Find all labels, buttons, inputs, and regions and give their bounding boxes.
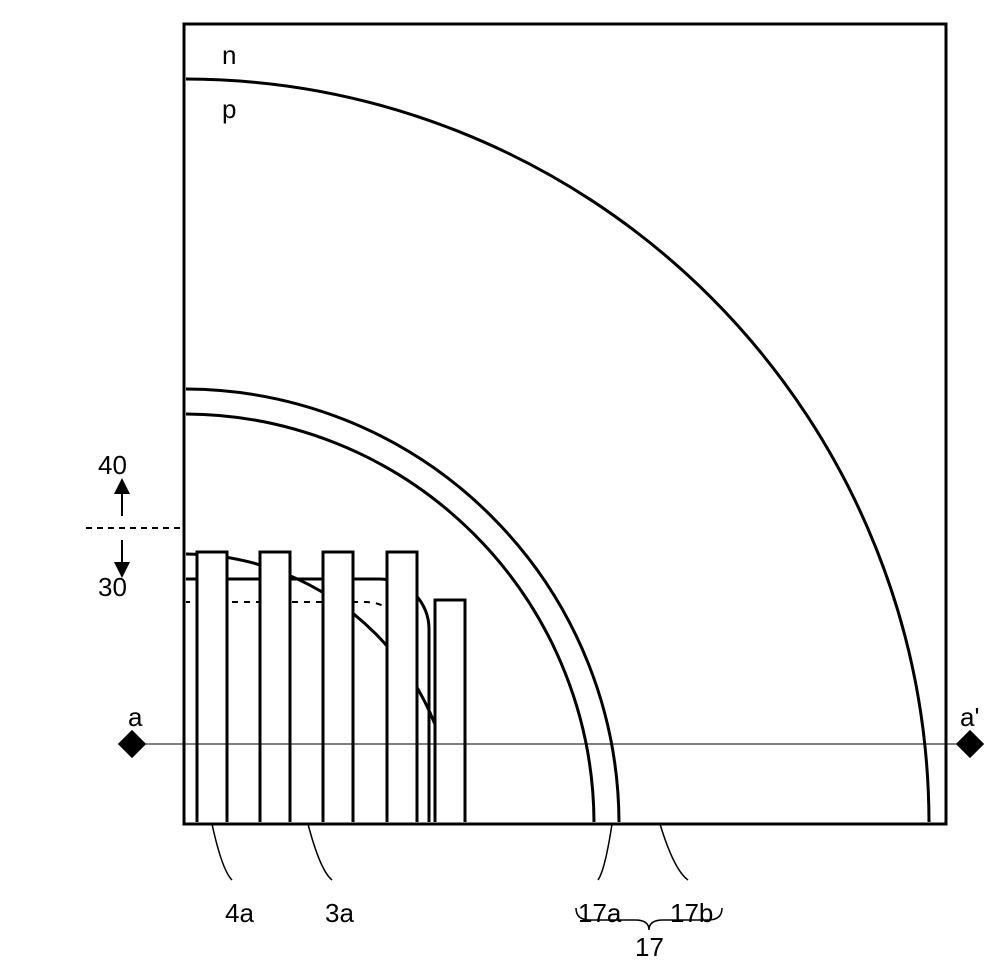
bar bbox=[197, 552, 227, 824]
bar-short bbox=[435, 600, 465, 824]
leader-3a bbox=[308, 824, 332, 880]
callout-3a: 3a bbox=[325, 898, 354, 929]
leader-17b bbox=[660, 824, 688, 880]
outer-frame bbox=[184, 24, 946, 824]
section-label-a-prime: a' bbox=[960, 702, 979, 733]
bar bbox=[387, 552, 417, 824]
label-30: 30 bbox=[98, 572, 127, 603]
diagram-svg bbox=[0, 0, 1000, 950]
callout-17: 17 bbox=[635, 932, 664, 963]
callout-17a: 17a bbox=[578, 898, 621, 929]
bar bbox=[323, 552, 353, 824]
callout-17b: 17b bbox=[670, 898, 713, 929]
section-label-a: a bbox=[128, 702, 142, 733]
callout-4a: 4a bbox=[225, 898, 254, 929]
leader-4a bbox=[212, 824, 232, 880]
region-label-p: p bbox=[222, 94, 236, 125]
region-label-n: n bbox=[222, 40, 236, 71]
diagram-stage: n p 40 30 a a' 4a 3a 17a 17b 17 bbox=[0, 0, 1000, 950]
bar bbox=[260, 552, 290, 824]
leader-17a bbox=[598, 824, 612, 880]
label-40: 40 bbox=[98, 450, 127, 481]
